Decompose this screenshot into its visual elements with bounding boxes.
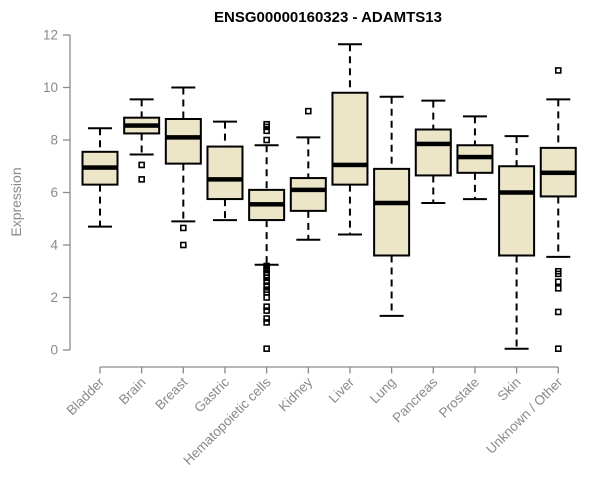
median-line bbox=[374, 200, 410, 206]
iqr-box bbox=[289, 177, 327, 212]
box-pancreas bbox=[414, 99, 452, 204]
y-tick-label: 6 bbox=[50, 185, 58, 200]
x-tick-label: Lung bbox=[367, 375, 399, 407]
outlier-point bbox=[263, 136, 270, 144]
median-line bbox=[124, 123, 160, 128]
box-prostate bbox=[456, 115, 494, 201]
x-tick-label: Breast bbox=[152, 374, 190, 412]
box-unknown-other bbox=[539, 67, 577, 352]
y-tick-label: 0 bbox=[50, 343, 58, 358]
x-tick-label: Pancreas bbox=[389, 374, 440, 425]
median-line bbox=[249, 202, 285, 207]
x-tick-label: Prostate bbox=[436, 375, 482, 421]
median-line bbox=[207, 177, 243, 182]
iqr-box bbox=[206, 145, 244, 201]
x-tick-label: Liver bbox=[326, 374, 358, 406]
outlier-point bbox=[263, 315, 270, 322]
y-axis: 0 2 4 6 8 10 12 bbox=[43, 28, 71, 358]
y-tick-label: 8 bbox=[50, 133, 58, 148]
y-tick-label: 2 bbox=[50, 290, 58, 305]
x-tick-label: Bladder bbox=[64, 374, 108, 418]
median-line bbox=[332, 162, 368, 168]
x-tick-label: Gastric bbox=[191, 374, 232, 415]
iqr-box bbox=[164, 118, 202, 165]
outlier-point bbox=[263, 294, 270, 301]
outlier-point bbox=[263, 303, 270, 310]
median-line bbox=[290, 187, 326, 193]
box-bladder bbox=[81, 127, 119, 228]
outlier-point bbox=[554, 270, 562, 278]
outlier-point bbox=[263, 282, 270, 289]
x-tick-label: Skin bbox=[495, 375, 524, 404]
box-hematopoietic-cells bbox=[248, 120, 286, 352]
outlier-point bbox=[263, 274, 270, 282]
outlier-point bbox=[263, 278, 270, 286]
outlier-point bbox=[263, 345, 270, 352]
box-breast bbox=[164, 86, 202, 249]
iqr-box bbox=[414, 128, 452, 177]
y-tick-label: 12 bbox=[43, 28, 58, 43]
iqr-box bbox=[498, 165, 536, 257]
x-tick-label: Brain bbox=[116, 375, 149, 408]
outlier-point bbox=[263, 123, 270, 131]
iqr-box bbox=[373, 167, 411, 257]
median-line bbox=[165, 135, 201, 140]
box-gastric bbox=[206, 120, 244, 222]
y-tick-label: 4 bbox=[50, 238, 58, 253]
median-line bbox=[415, 141, 451, 147]
x-tick-label: Unknown / Other bbox=[483, 374, 566, 457]
outlier-point bbox=[263, 127, 270, 135]
outlier-point bbox=[180, 241, 187, 249]
outlier-point bbox=[554, 278, 562, 286]
box-skin bbox=[498, 135, 536, 350]
box-kidney bbox=[289, 107, 327, 241]
outlier-point bbox=[180, 224, 187, 232]
outlier-point bbox=[138, 161, 145, 169]
outlier-point bbox=[304, 107, 312, 115]
median-line bbox=[499, 190, 535, 195]
chart-title: ENSG00000160323 - ADAMTS13 bbox=[214, 9, 442, 26]
outlier-point bbox=[554, 285, 562, 292]
x-tick-label: Kidney bbox=[276, 374, 316, 414]
outlier-point bbox=[554, 345, 562, 352]
outlier-point bbox=[138, 176, 145, 183]
outlier-point bbox=[263, 319, 270, 326]
box-liver bbox=[331, 43, 369, 236]
outlier-point bbox=[554, 67, 562, 74]
box-brain bbox=[123, 98, 161, 183]
box-lung bbox=[373, 95, 411, 317]
outlier-point bbox=[554, 308, 562, 316]
median-line bbox=[540, 170, 576, 176]
y-tick-label: 10 bbox=[43, 80, 58, 95]
median-line bbox=[82, 165, 118, 170]
iqr-box bbox=[331, 91, 369, 186]
median-line bbox=[457, 154, 493, 160]
outlier-point bbox=[263, 307, 270, 314]
